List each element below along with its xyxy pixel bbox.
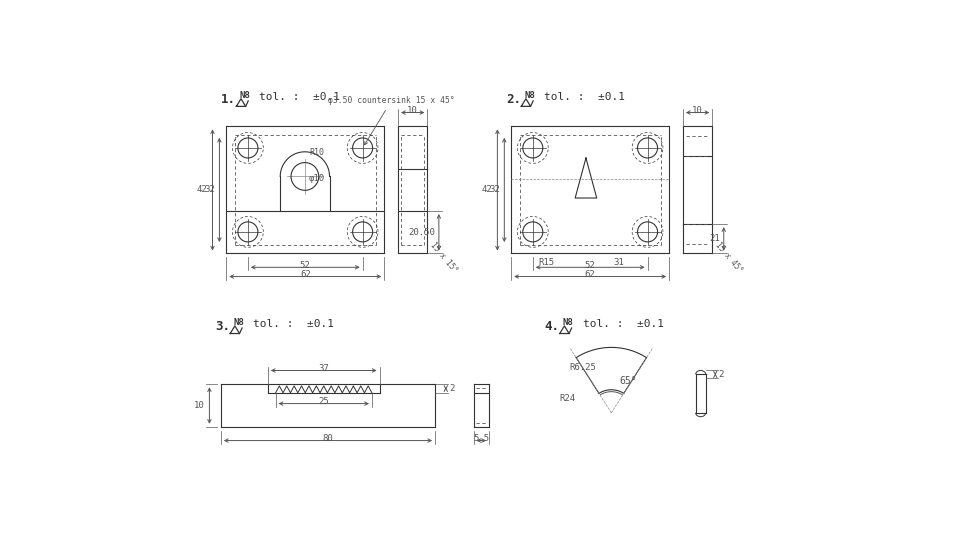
- Text: R24: R24: [559, 394, 575, 403]
- Text: tol. :  ±0.1: tol. : ±0.1: [253, 319, 334, 329]
- Text: 42: 42: [197, 185, 207, 194]
- Text: 2: 2: [449, 384, 455, 393]
- Text: R15: R15: [539, 258, 554, 267]
- Text: 2: 2: [718, 370, 724, 379]
- Text: 10: 10: [692, 106, 703, 115]
- Text: φ10: φ10: [309, 174, 324, 183]
- Text: 62: 62: [300, 270, 311, 279]
- Text: 3.: 3.: [215, 320, 229, 333]
- Text: tol. :  ±0.1: tol. : ±0.1: [259, 92, 341, 102]
- Text: 10: 10: [407, 106, 418, 115]
- Text: 15 x 15°: 15 x 15°: [429, 241, 460, 275]
- Text: 52: 52: [585, 261, 595, 269]
- Text: N8: N8: [239, 91, 250, 100]
- Text: N8: N8: [563, 318, 573, 327]
- Text: 10: 10: [194, 401, 204, 410]
- Text: 21: 21: [709, 234, 720, 244]
- Text: 4.: 4.: [544, 320, 560, 333]
- Text: 80: 80: [323, 434, 333, 443]
- Text: 5.5: 5.5: [473, 434, 490, 443]
- Text: 65°: 65°: [619, 376, 636, 386]
- Text: 32: 32: [204, 185, 216, 194]
- Text: N8: N8: [524, 91, 535, 100]
- Text: 31: 31: [612, 258, 624, 267]
- Text: φ3.50 countersink 15 x 45°: φ3.50 countersink 15 x 45°: [328, 96, 455, 145]
- Text: 62: 62: [585, 270, 595, 279]
- Text: tol. :  ±0.1: tol. : ±0.1: [544, 92, 625, 102]
- Text: R6.25: R6.25: [569, 363, 596, 373]
- Text: 1.: 1.: [221, 93, 236, 106]
- Text: 32: 32: [490, 185, 500, 194]
- Text: 15 x 45°: 15 x 45°: [713, 241, 744, 275]
- Text: 2.: 2.: [506, 93, 521, 106]
- Text: 20.50: 20.50: [408, 228, 435, 237]
- Text: N8: N8: [233, 318, 244, 327]
- Text: 37: 37: [319, 364, 329, 373]
- Text: tol. :  ±0.1: tol. : ±0.1: [583, 319, 664, 329]
- Text: 25: 25: [319, 397, 329, 406]
- Text: R10: R10: [309, 148, 324, 157]
- Text: 52: 52: [300, 261, 311, 269]
- Text: 42: 42: [481, 185, 492, 194]
